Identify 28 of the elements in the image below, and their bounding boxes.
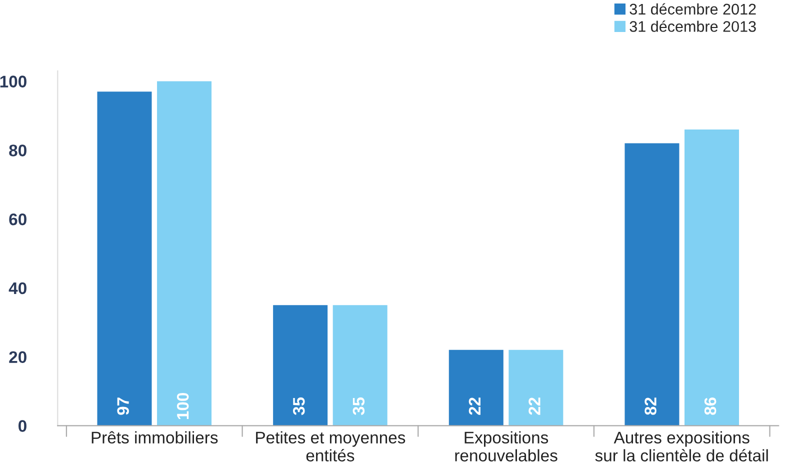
bar [332, 305, 388, 426]
y-tick-label: 60 [9, 213, 26, 226]
data-label: 35 [292, 397, 305, 416]
y-tick-label: 20 [9, 351, 26, 364]
bar [624, 143, 680, 426]
x-tick-label: Autres expositions sur la clientèle de détail [595, 431, 768, 462]
y-tick-label: 40 [8, 282, 26, 294]
legend-label: 31 décembre 2013 [630, 20, 756, 32]
bar [448, 350, 504, 426]
data-label: 22 [528, 398, 540, 415]
bar [157, 81, 212, 426]
bar [684, 130, 740, 426]
data-label: 100 [176, 392, 189, 420]
y-tick-label: 0 [18, 420, 26, 432]
data-label: 86 [704, 398, 716, 415]
y-tick-label: 80 [9, 144, 26, 156]
y-tick-label: 100 [0, 76, 26, 88]
x-tick-label: Prêts immobiliers [92, 431, 218, 444]
data-label: 35 [352, 397, 365, 416]
legend-label: 31 décembre 2012 [630, 3, 756, 15]
data-label: 22 [468, 398, 480, 415]
data-label: 82 [644, 398, 656, 415]
x-tick-label: Expositions renouvelables [455, 431, 558, 462]
x-tick-label: Petites et moyennes entités [256, 431, 406, 462]
bar [97, 92, 152, 426]
bar [273, 305, 328, 426]
data-label: 97 [117, 398, 129, 415]
bar [508, 350, 564, 426]
